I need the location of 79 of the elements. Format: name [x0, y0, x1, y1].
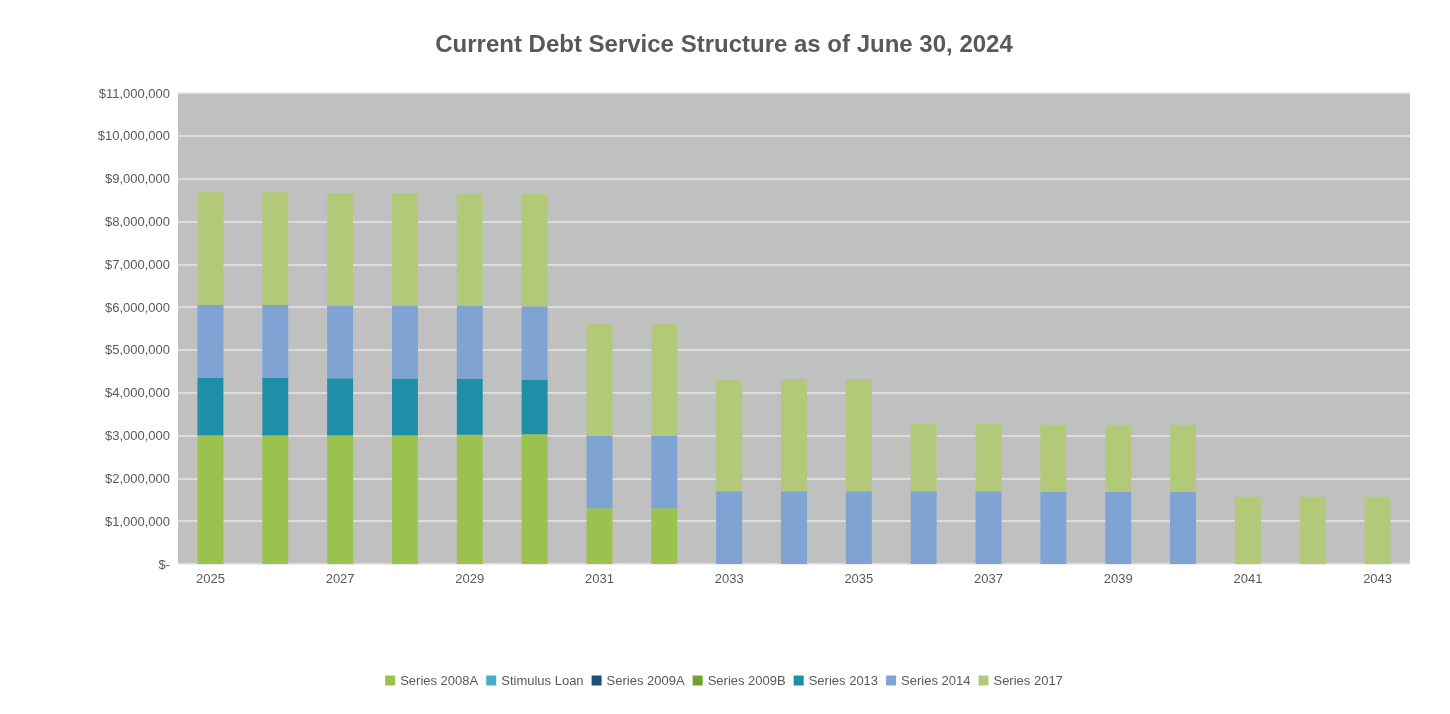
- x-tick-label: 2025: [195, 571, 225, 586]
- y-tick-label: $6,000,000: [104, 299, 170, 315]
- legend-label: Series 2009A: [606, 673, 685, 688]
- bar: [262, 192, 289, 305]
- bar: [327, 305, 354, 379]
- y-tick-label: $11,000,000: [98, 85, 170, 101]
- bar: [1364, 496, 1391, 564]
- x-tick-label: 2039: [1103, 571, 1133, 586]
- bar: [1040, 424, 1067, 492]
- bar: [651, 435, 678, 509]
- bar: [391, 193, 418, 306]
- bar: [975, 491, 1002, 564]
- bar: [716, 491, 743, 564]
- bar: [1105, 424, 1132, 492]
- bar: [586, 324, 613, 436]
- x-tick-label: 2037: [974, 571, 1003, 586]
- bar: [391, 305, 418, 379]
- y-tick-label: $7,000,000: [104, 256, 170, 272]
- bar: [521, 306, 548, 380]
- legend-label: Series 2017: [993, 673, 1063, 688]
- bar: [197, 192, 224, 305]
- y-tick-label: $1,000,000: [104, 513, 170, 529]
- bar: [262, 304, 289, 378]
- x-tick-label: 2029: [455, 571, 485, 586]
- bar: [910, 423, 937, 492]
- y-tick-label: $8,000,000: [104, 213, 170, 229]
- bar: [586, 508, 613, 564]
- y-tick-label: $9,000,000: [104, 171, 170, 187]
- bar: [521, 379, 548, 435]
- x-tick-label: 2033: [714, 571, 744, 586]
- bar: [975, 423, 1002, 492]
- bar: [1105, 491, 1132, 564]
- bar: [327, 193, 354, 306]
- bar: [456, 305, 483, 380]
- bar: [910, 491, 937, 564]
- x-tick-label: 2041: [1233, 571, 1263, 586]
- x-tick-label: 2035: [844, 571, 874, 586]
- bar: [391, 378, 418, 436]
- legend-label: Series 2008A: [400, 673, 479, 688]
- bar: [327, 435, 354, 564]
- bar: [1234, 496, 1261, 564]
- bar: [262, 377, 289, 436]
- bar: [845, 491, 872, 564]
- bar: [781, 491, 807, 564]
- bar: [197, 304, 224, 378]
- bar: [521, 194, 548, 307]
- y-tick-label: $10,000,000: [97, 128, 170, 144]
- bar: [845, 379, 872, 492]
- bar: [456, 434, 483, 564]
- bar: [456, 193, 483, 306]
- y-tick-label: $-: [158, 556, 170, 572]
- legend-label: Series 2013: [808, 673, 879, 688]
- bar: [262, 435, 289, 564]
- bar: [586, 435, 613, 509]
- bar: [716, 379, 743, 492]
- bar: [456, 379, 483, 435]
- bar: [651, 324, 678, 436]
- bar: [327, 378, 354, 436]
- y-tick-label: $4,000,000: [104, 385, 170, 401]
- legend-label: Series 2014: [901, 673, 971, 688]
- bar: [1040, 491, 1067, 564]
- bar: [197, 435, 224, 564]
- bar: [651, 508, 678, 564]
- bar: [1170, 491, 1197, 564]
- legend-label: Stimulus Loan: [501, 673, 584, 688]
- x-tick-label: 2027: [325, 571, 355, 586]
- bar: [521, 434, 548, 564]
- bar: [197, 377, 224, 436]
- bar: [781, 379, 807, 492]
- legend-label: Series 2009B: [707, 673, 786, 688]
- y-tick-label: $3,000,000: [104, 428, 170, 444]
- bar: [1299, 496, 1326, 564]
- y-tick-label: $2,000,000: [104, 470, 170, 486]
- x-tick-label: 2043: [1363, 571, 1393, 586]
- bar: [1170, 424, 1197, 492]
- y-tick-label: $5,000,000: [104, 342, 170, 358]
- chart-title: Current Debt Service Structure as of June 30, 2024: [435, 29, 1014, 57]
- x-tick-label: 2031: [585, 571, 614, 586]
- bar: [391, 435, 418, 564]
